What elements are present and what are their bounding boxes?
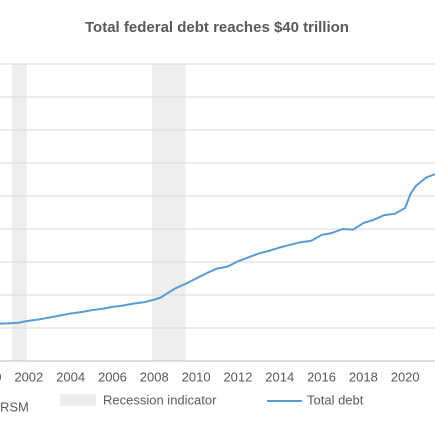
chart-title: Total federal debt reaches $40 trillion	[85, 19, 349, 36]
legend-swatch	[60, 394, 96, 406]
x-tick-label: 2016	[307, 369, 336, 384]
x-tick-label: 2008	[140, 369, 169, 384]
x-tick-label: 2014	[265, 369, 294, 384]
source: RSM	[0, 399, 29, 414]
x-tick-label: 2006	[98, 369, 127, 384]
x-tick-label: 2000	[0, 369, 1, 384]
legend-label: Total debt	[307, 392, 364, 407]
debt-line	[0, 173, 435, 325]
x-tick-label: 2012	[223, 369, 252, 384]
x-tick-label: 2004	[56, 369, 85, 384]
recession-band	[12, 64, 27, 361]
x-tick-label: 2020	[391, 369, 420, 384]
x-tick-label: 2018	[349, 369, 378, 384]
legend-label: Recession indicator	[103, 392, 217, 407]
x-tick-label: 2010	[182, 369, 211, 384]
x-tick-label: 2002	[14, 369, 43, 384]
recession-band	[152, 64, 186, 361]
